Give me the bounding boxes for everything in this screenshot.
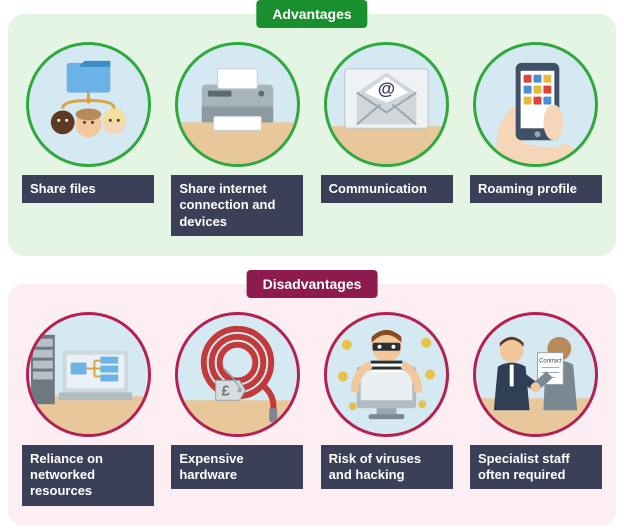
email-icon: @ bbox=[324, 42, 449, 167]
printer-icon bbox=[175, 42, 300, 167]
phone-icon bbox=[473, 42, 598, 167]
item-share-internet: Share internet connection and devices bbox=[171, 42, 303, 236]
item-specialist: Contract Specialist staff often required bbox=[470, 312, 602, 506]
item-expensive: £ Expensive hardware bbox=[171, 312, 303, 506]
network-reliance-icon bbox=[26, 312, 151, 437]
svg-text:£: £ bbox=[221, 383, 230, 399]
share-files-icon bbox=[26, 42, 151, 167]
label-specialist: Specialist staff often required bbox=[470, 445, 602, 490]
item-communication: @ Communication bbox=[321, 42, 453, 236]
item-roaming-profile: Roaming profile bbox=[470, 42, 602, 236]
svg-text:Contract: Contract bbox=[540, 358, 563, 364]
disadvantages-section: Disadvantages bbox=[8, 284, 616, 526]
advantages-section: Advantages bbox=[8, 14, 616, 256]
label-risk: Risk of viruses and hacking bbox=[321, 445, 453, 490]
hacker-icon bbox=[324, 312, 449, 437]
item-share-files: Share files bbox=[22, 42, 154, 236]
label-expensive: Expensive hardware bbox=[171, 445, 303, 490]
label-roaming-profile: Roaming profile bbox=[470, 175, 602, 203]
disadvantages-items: Reliance on networked resources £ bbox=[22, 312, 602, 506]
label-share-files: Share files bbox=[22, 175, 154, 203]
advantages-header: Advantages bbox=[256, 0, 367, 28]
label-share-internet: Share internet connection and devices bbox=[171, 175, 303, 236]
item-reliance: Reliance on networked resources bbox=[22, 312, 154, 506]
advantages-items: Share files Share internet connection an… bbox=[22, 42, 602, 236]
disadvantages-header: Disadvantages bbox=[247, 270, 378, 298]
specialist-staff-icon: Contract bbox=[473, 312, 598, 437]
label-reliance: Reliance on networked resources bbox=[22, 445, 154, 506]
label-communication: Communication bbox=[321, 175, 453, 203]
svg-text:@: @ bbox=[378, 79, 395, 99]
expensive-hardware-icon: £ bbox=[175, 312, 300, 437]
item-risk: Risk of viruses and hacking bbox=[321, 312, 453, 506]
